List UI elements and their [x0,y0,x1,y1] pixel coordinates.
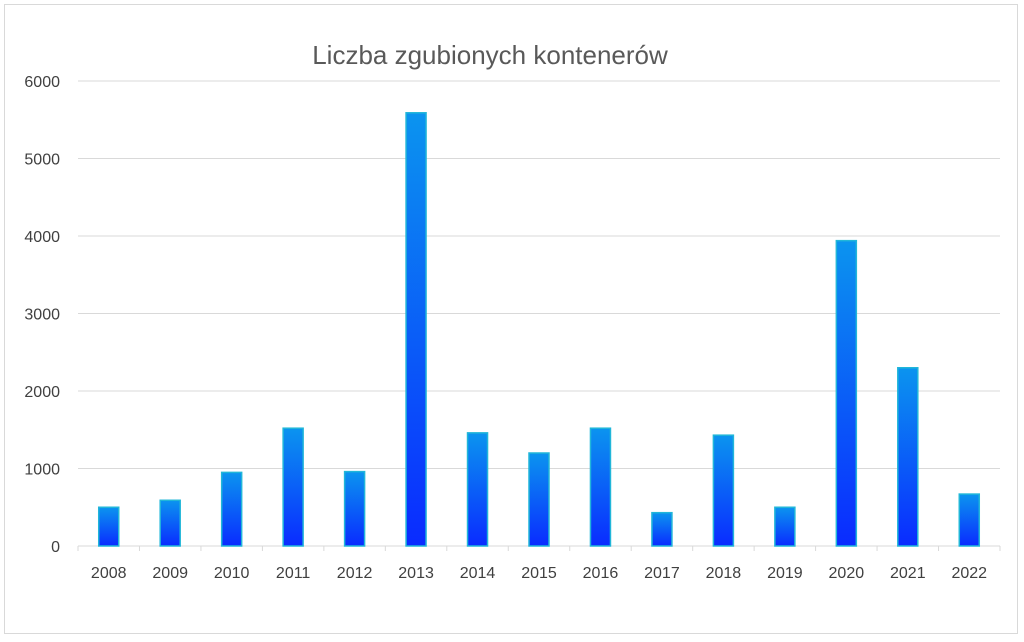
x-tick-label: 2011 [276,565,311,582]
y-tick-label: 6000 [24,74,60,91]
bars [97,112,981,547]
y-axis-ticks: 0 1000 2000 3000 4000 5000 6000 [24,74,60,556]
x-tick-label: 2018 [706,565,742,582]
x-tick-label: 2016 [583,565,619,582]
chart-title: Liczba zgubionych kontenerów [312,40,668,70]
y-tick-label: 3000 [24,307,60,324]
bar-2011 [282,427,304,547]
y-tick-label: 4000 [24,229,60,246]
x-tick-label: 2014 [460,565,496,582]
x-tick-label: 2010 [214,565,250,582]
x-tick-label: 2019 [767,565,803,582]
bar-2016 [589,427,612,547]
y-tick-label: 2000 [24,384,60,401]
bar-2014 [466,432,489,547]
x-tick-label: 2021 [890,565,926,582]
bar-2017 [651,511,673,547]
bar-2013 [405,112,427,547]
bar-2021 [897,367,919,547]
bar-2008 [97,506,120,547]
y-tick-label: 0 [51,539,60,556]
bar-2009 [159,499,181,547]
x-tick-label: 2015 [521,565,557,582]
bar-2018 [712,434,735,547]
bar-2019 [774,506,796,547]
y-tick-label: 1000 [24,462,60,479]
x-tick-label: 2022 [951,565,987,582]
x-tick-label: 2013 [398,565,434,582]
y-tick-label: 5000 [24,152,60,169]
bar-2010 [220,471,243,547]
x-tick-label: 2009 [152,565,188,582]
x-tick-label: 2020 [829,565,865,582]
bar-2015 [528,452,550,547]
x-tick-label: 2017 [644,565,680,582]
bar-2022 [958,493,981,547]
x-tick-label: 2008 [91,565,127,582]
x-axis-ticks: 2008 2009 2010 2011 2012 2013 2014 2015 2016 2017… [77,546,1001,582]
x-tick-label: 2012 [337,565,373,582]
bar-2020 [835,239,858,547]
bar-2012 [343,470,366,547]
